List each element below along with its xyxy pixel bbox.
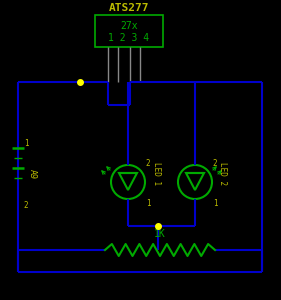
Text: 27x: 27x xyxy=(120,21,138,31)
Text: 1: 1 xyxy=(213,200,217,208)
Text: A9: A9 xyxy=(28,169,37,179)
Text: 2: 2 xyxy=(146,160,150,169)
Text: LED 2: LED 2 xyxy=(219,162,228,186)
Text: ATS277: ATS277 xyxy=(109,3,149,13)
Text: 1 2 3 4: 1 2 3 4 xyxy=(108,33,149,43)
Text: LED 1: LED 1 xyxy=(151,162,160,186)
Text: 2: 2 xyxy=(24,200,28,209)
Text: 1: 1 xyxy=(146,200,150,208)
Bar xyxy=(95,15,163,47)
Text: 1: 1 xyxy=(24,139,28,148)
Text: 1K: 1K xyxy=(154,229,166,239)
Text: 2: 2 xyxy=(213,160,217,169)
